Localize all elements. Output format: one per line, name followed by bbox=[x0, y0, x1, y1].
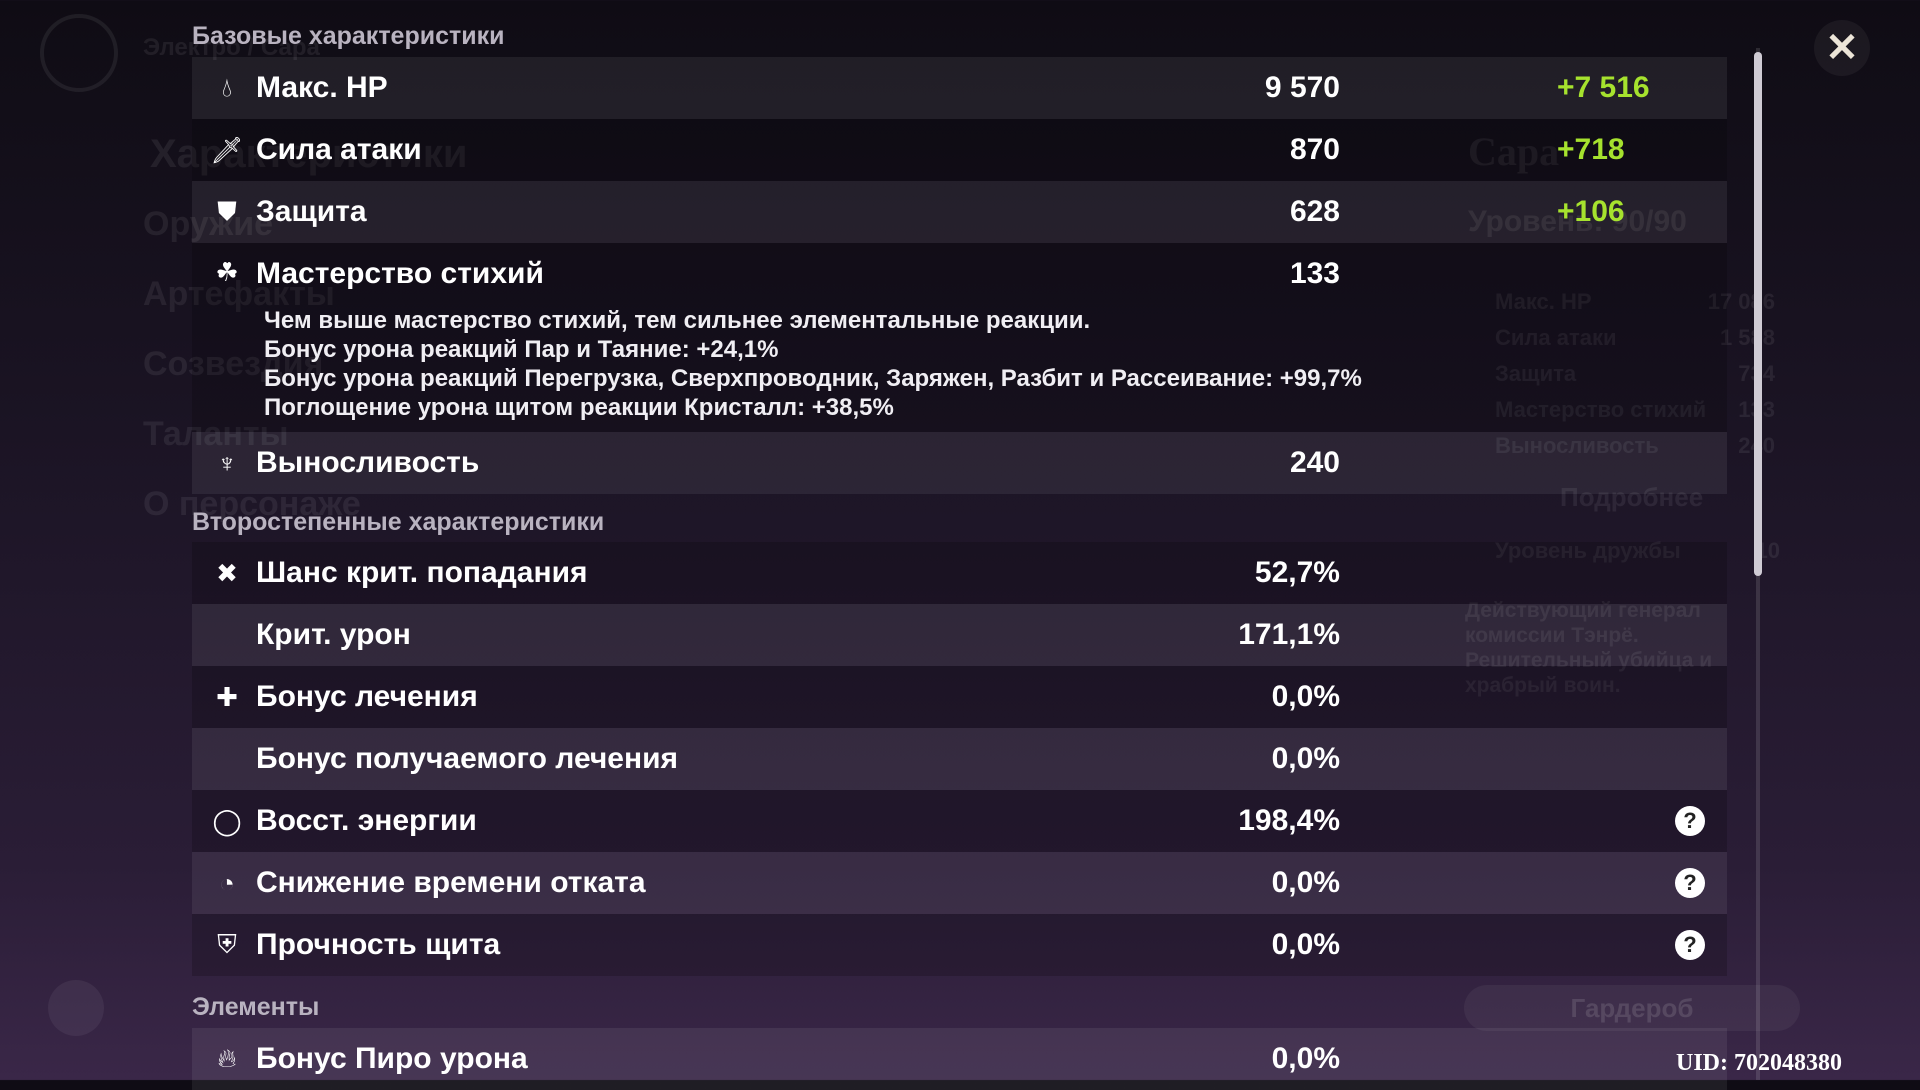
sword-icon: 🗡︎ bbox=[210, 134, 244, 165]
section-secondary-title: Второстепенные характеристики bbox=[192, 508, 605, 536]
menu-item-weapon[interactable]: Оружие bbox=[143, 205, 274, 243]
help-icon[interactable]: ? bbox=[1675, 806, 1705, 836]
stamina-icon: ♆ bbox=[217, 447, 237, 478]
breadcrumb: Электро / Сара bbox=[143, 34, 320, 61]
crit-icon: ✖ bbox=[216, 557, 238, 588]
help-icon[interactable]: ? bbox=[1675, 930, 1705, 960]
stat-row-incoming-healing: Бонус получаемого лечения 0,0% bbox=[192, 728, 1727, 790]
cooldown-icon: ◔ bbox=[219, 867, 235, 898]
stat-row-pyro-bonus: 🔥︎ Бонус Пиро урона 0,0% bbox=[192, 1028, 1727, 1090]
element-emblem-icon bbox=[40, 14, 118, 92]
stat-row-stamina: ♆ Выносливость 240 bbox=[192, 432, 1727, 494]
stat-row-energy-recharge: ◯ Восст. энергии 198,4%? bbox=[192, 790, 1727, 852]
menu-item-talents[interactable]: Таланты bbox=[143, 415, 289, 453]
stat-row-mastery: ☘ Мастерство стихий 133 bbox=[192, 243, 1727, 432]
card-name: Сара bbox=[1468, 129, 1560, 174]
section-base-title: Базовые характеристики bbox=[192, 22, 505, 50]
grid-menu-icon[interactable] bbox=[48, 980, 104, 1036]
section-elements-title: Элементы bbox=[192, 993, 320, 1021]
stat-row-atk: 🗡︎ Сила атаки 870 +718 bbox=[192, 119, 1727, 181]
stat-row-cd-reduction: ◔ Снижение времени отката 0,0%? bbox=[192, 852, 1727, 914]
stat-row-crit-dmg: Крит. урон 171,1% bbox=[192, 604, 1727, 666]
stat-row-hp: 💧︎ Макс. HP 9 570 +7 516 bbox=[192, 57, 1727, 119]
close-icon[interactable]: ✕ bbox=[1814, 20, 1870, 76]
hp-drop-icon: 💧︎ bbox=[221, 72, 233, 102]
elemental-mastery-icon: ☘ bbox=[215, 257, 239, 287]
help-icon[interactable]: ? bbox=[1675, 868, 1705, 898]
shield-strength-icon: ⛨ bbox=[217, 929, 237, 959]
stat-row-shield-strength: ⛨ Прочность щита 0,0%? bbox=[192, 914, 1727, 976]
heal-plus-icon: ✚ bbox=[216, 681, 238, 712]
stat-row-healing: ✚ Бонус лечения 0,0% bbox=[192, 666, 1727, 728]
uid-label: UID: 702048380 bbox=[1676, 1050, 1842, 1076]
details-button[interactable]: Подробнее bbox=[1560, 482, 1704, 512]
card-description: Действующий генерал комиссии Тэнрё. Реши… bbox=[1465, 599, 1713, 697]
stat-row-crit-rate: ✖ Шанс крит. попадания 52,7% bbox=[192, 542, 1727, 604]
pyro-icon: 🔥︎ bbox=[217, 1043, 237, 1073]
energy-recharge-icon: ◯ bbox=[212, 805, 242, 836]
menu-item-attributes[interactable]: Характеристики bbox=[150, 132, 468, 176]
mastery-description: Чем выше мастерство стихий, тем сильнее … bbox=[264, 307, 1362, 421]
wardrobe-button[interactable]: Гардероб bbox=[1464, 985, 1800, 1031]
menu-item-profile[interactable]: О персонаже bbox=[143, 485, 361, 523]
stat-row-def: ⛊ Защита 628 +106 bbox=[192, 181, 1727, 243]
menu-item-artifacts[interactable]: Артефакты bbox=[143, 275, 335, 313]
shield-icon: ⛊ bbox=[217, 196, 237, 226]
scrollbar-thumb[interactable] bbox=[1754, 52, 1762, 576]
card-level: Уровень: 90/90 bbox=[1468, 205, 1687, 238]
menu-item-constellation[interactable]: Созвездия bbox=[143, 345, 324, 383]
